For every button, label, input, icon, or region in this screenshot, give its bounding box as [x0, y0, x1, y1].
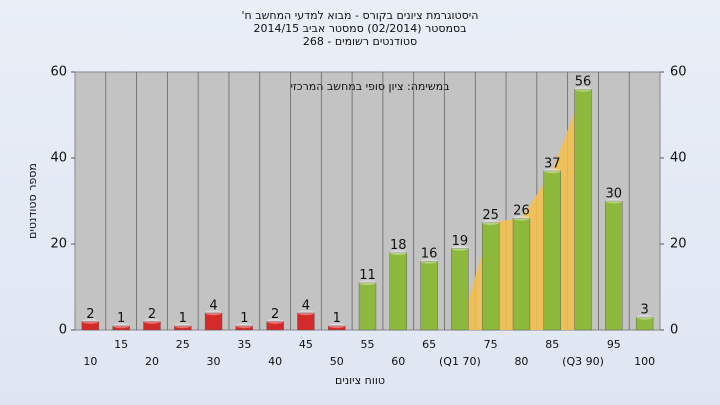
- bar-cap: [420, 258, 438, 264]
- bar-cap: [636, 314, 654, 320]
- bar: [512, 217, 531, 331]
- bar-cap: [235, 323, 253, 329]
- bar: [174, 325, 192, 331]
- value-label: 56: [575, 75, 592, 90]
- bar-cap: [574, 86, 592, 92]
- bar-cap: [605, 198, 623, 204]
- x-axis-label: טווח ציונים: [335, 374, 385, 387]
- x-tick-label: 45: [299, 338, 313, 351]
- x-tick-label: 50: [330, 355, 344, 368]
- bar: [297, 312, 315, 331]
- bar-cap: [389, 250, 407, 256]
- bar: [451, 248, 469, 331]
- bar-cap: [482, 220, 500, 225]
- bar-cap: [174, 323, 192, 329]
- x-tick-label: 10: [83, 355, 97, 368]
- bar-cap: [451, 245, 469, 251]
- x-tick-label: 55: [361, 338, 375, 351]
- bar: [81, 321, 100, 331]
- value-label: 18: [390, 238, 407, 253]
- bar: [328, 325, 346, 331]
- value-label: 19: [452, 234, 469, 249]
- bar-cap: [205, 310, 223, 316]
- bar-cap: [143, 318, 161, 324]
- y2-tick-label: 0: [670, 323, 678, 338]
- x-tick-label: 80: [514, 355, 528, 368]
- x-tick-label: 20: [145, 355, 159, 368]
- value-label: 26: [513, 204, 530, 219]
- y-tick-label: 20: [50, 237, 67, 252]
- x-tick-label: 40: [268, 355, 282, 368]
- x-tick-label: 60: [391, 355, 405, 368]
- y2-tick-label: 20: [670, 237, 687, 252]
- value-label: 16: [421, 247, 438, 262]
- value-label: 25: [482, 208, 499, 223]
- bar-cap: [297, 310, 315, 316]
- y2-tick-label: 40: [670, 151, 687, 166]
- x-tick-label: 85: [545, 338, 559, 351]
- value-label: 1: [179, 311, 187, 326]
- value-label: 30: [606, 187, 623, 202]
- bar: [574, 88, 592, 331]
- bar: [112, 325, 130, 331]
- bar: [543, 170, 561, 331]
- value-label: 1: [117, 311, 125, 326]
- chart-subtitle: בסמסטר (02/2014) סמסטר אביב 2014/15: [253, 22, 466, 35]
- value-label: 2: [271, 307, 279, 322]
- bar-cap: [328, 323, 346, 329]
- x-tick-label: 95: [607, 338, 621, 351]
- value-label: 3: [640, 303, 648, 318]
- y2-tick-label: 60: [670, 65, 687, 80]
- bar: [266, 321, 284, 331]
- bar-cap: [266, 318, 284, 324]
- bar: [481, 222, 500, 331]
- bar-cap: [112, 323, 130, 329]
- value-label: 4: [209, 298, 217, 313]
- value-label: 1: [240, 311, 248, 326]
- chart-title: היסטוגרמת ציונים בקורס - מבוא למדעי המחש…: [242, 9, 479, 22]
- bar-cap: [512, 215, 530, 221]
- y-tick-label: 0: [59, 323, 67, 338]
- bar: [635, 316, 654, 331]
- bar: [143, 321, 161, 331]
- x-tick-label: (Q3 90): [562, 355, 604, 368]
- annotation: במשימה: ציון סופי במחשב המרכזי: [290, 80, 449, 93]
- x-tick-label: 65: [422, 338, 436, 351]
- y-tick-label: 60: [50, 65, 67, 80]
- bar: [235, 325, 254, 331]
- bar: [420, 261, 438, 331]
- bar-cap: [81, 318, 99, 324]
- chart-subtitle: סטודנטים רשומים - 268: [303, 35, 417, 48]
- x-tick-label: 30: [207, 355, 221, 368]
- x-tick-label: 25: [176, 338, 190, 351]
- value-label: 2: [86, 307, 94, 322]
- x-tick-label: 75: [484, 338, 498, 351]
- x-tick-label: 15: [114, 338, 128, 351]
- value-label: 11: [359, 268, 376, 283]
- bar-cap: [359, 280, 376, 286]
- x-tick-label: 35: [237, 338, 251, 351]
- value-label: 37: [544, 156, 561, 171]
- bar-cap: [543, 168, 561, 174]
- value-label: 4: [302, 298, 310, 313]
- bar: [358, 282, 377, 331]
- value-label: 1: [333, 311, 341, 326]
- y-tick-label: 40: [50, 151, 67, 166]
- y-axis-label: מספר סטודנטים: [26, 163, 39, 239]
- value-label: 2: [148, 307, 156, 322]
- x-tick-label: 100: [634, 355, 655, 368]
- bar: [204, 312, 223, 331]
- bar: [389, 252, 407, 331]
- bar: [605, 200, 623, 331]
- x-tick-label: (Q1 70): [439, 355, 481, 368]
